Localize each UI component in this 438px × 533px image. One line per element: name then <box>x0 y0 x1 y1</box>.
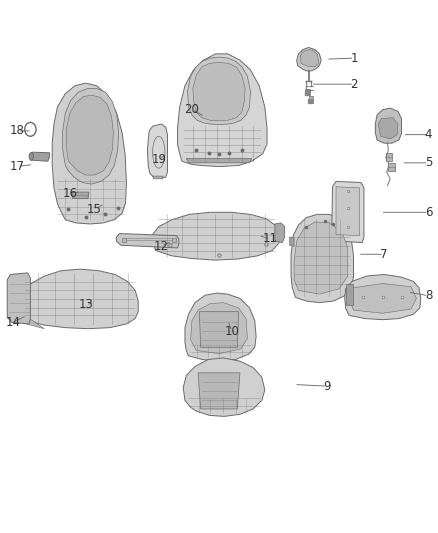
Text: 2: 2 <box>350 78 358 91</box>
Polygon shape <box>152 212 279 260</box>
Text: 9: 9 <box>324 379 331 393</box>
Text: 13: 13 <box>78 298 93 311</box>
Polygon shape <box>52 83 127 224</box>
Polygon shape <box>29 152 49 161</box>
Polygon shape <box>152 176 163 179</box>
Bar <box>389 163 395 171</box>
Text: 5: 5 <box>425 156 432 169</box>
Polygon shape <box>290 237 294 246</box>
Bar <box>305 89 310 95</box>
Polygon shape <box>294 222 348 294</box>
Text: 8: 8 <box>425 289 432 302</box>
Text: 20: 20 <box>184 103 199 116</box>
Text: 7: 7 <box>380 248 388 261</box>
Text: 12: 12 <box>154 240 169 253</box>
Polygon shape <box>300 50 318 67</box>
Text: 11: 11 <box>263 232 278 245</box>
Polygon shape <box>336 187 360 236</box>
Polygon shape <box>346 284 353 305</box>
Polygon shape <box>185 293 256 361</box>
Text: 4: 4 <box>425 128 432 141</box>
Text: 6: 6 <box>425 206 432 219</box>
Polygon shape <box>187 57 251 125</box>
Polygon shape <box>332 181 364 243</box>
Polygon shape <box>19 269 138 329</box>
Polygon shape <box>378 118 398 139</box>
Bar <box>386 154 392 161</box>
Polygon shape <box>177 54 267 166</box>
Text: 10: 10 <box>225 325 240 338</box>
Circle shape <box>25 123 36 136</box>
Polygon shape <box>191 303 247 354</box>
Text: 15: 15 <box>87 203 102 215</box>
Bar <box>309 96 313 103</box>
Text: 18: 18 <box>10 124 25 138</box>
Text: 17: 17 <box>10 160 25 173</box>
Polygon shape <box>72 192 89 198</box>
Polygon shape <box>198 373 240 409</box>
Polygon shape <box>349 284 417 313</box>
Polygon shape <box>117 233 179 248</box>
Polygon shape <box>183 358 265 416</box>
Polygon shape <box>193 62 245 121</box>
Ellipse shape <box>29 152 33 160</box>
Text: 1: 1 <box>350 52 358 64</box>
Polygon shape <box>297 47 321 71</box>
Polygon shape <box>148 124 167 178</box>
Polygon shape <box>25 316 44 329</box>
Polygon shape <box>375 108 402 143</box>
Polygon shape <box>66 95 113 175</box>
Polygon shape <box>63 88 119 184</box>
Polygon shape <box>186 159 252 163</box>
Polygon shape <box>199 312 239 348</box>
Polygon shape <box>345 274 421 320</box>
Text: 14: 14 <box>5 316 21 329</box>
Text: 16: 16 <box>62 187 77 200</box>
Polygon shape <box>7 273 30 324</box>
Polygon shape <box>291 214 353 303</box>
Text: 19: 19 <box>151 152 166 166</box>
Polygon shape <box>275 223 285 243</box>
